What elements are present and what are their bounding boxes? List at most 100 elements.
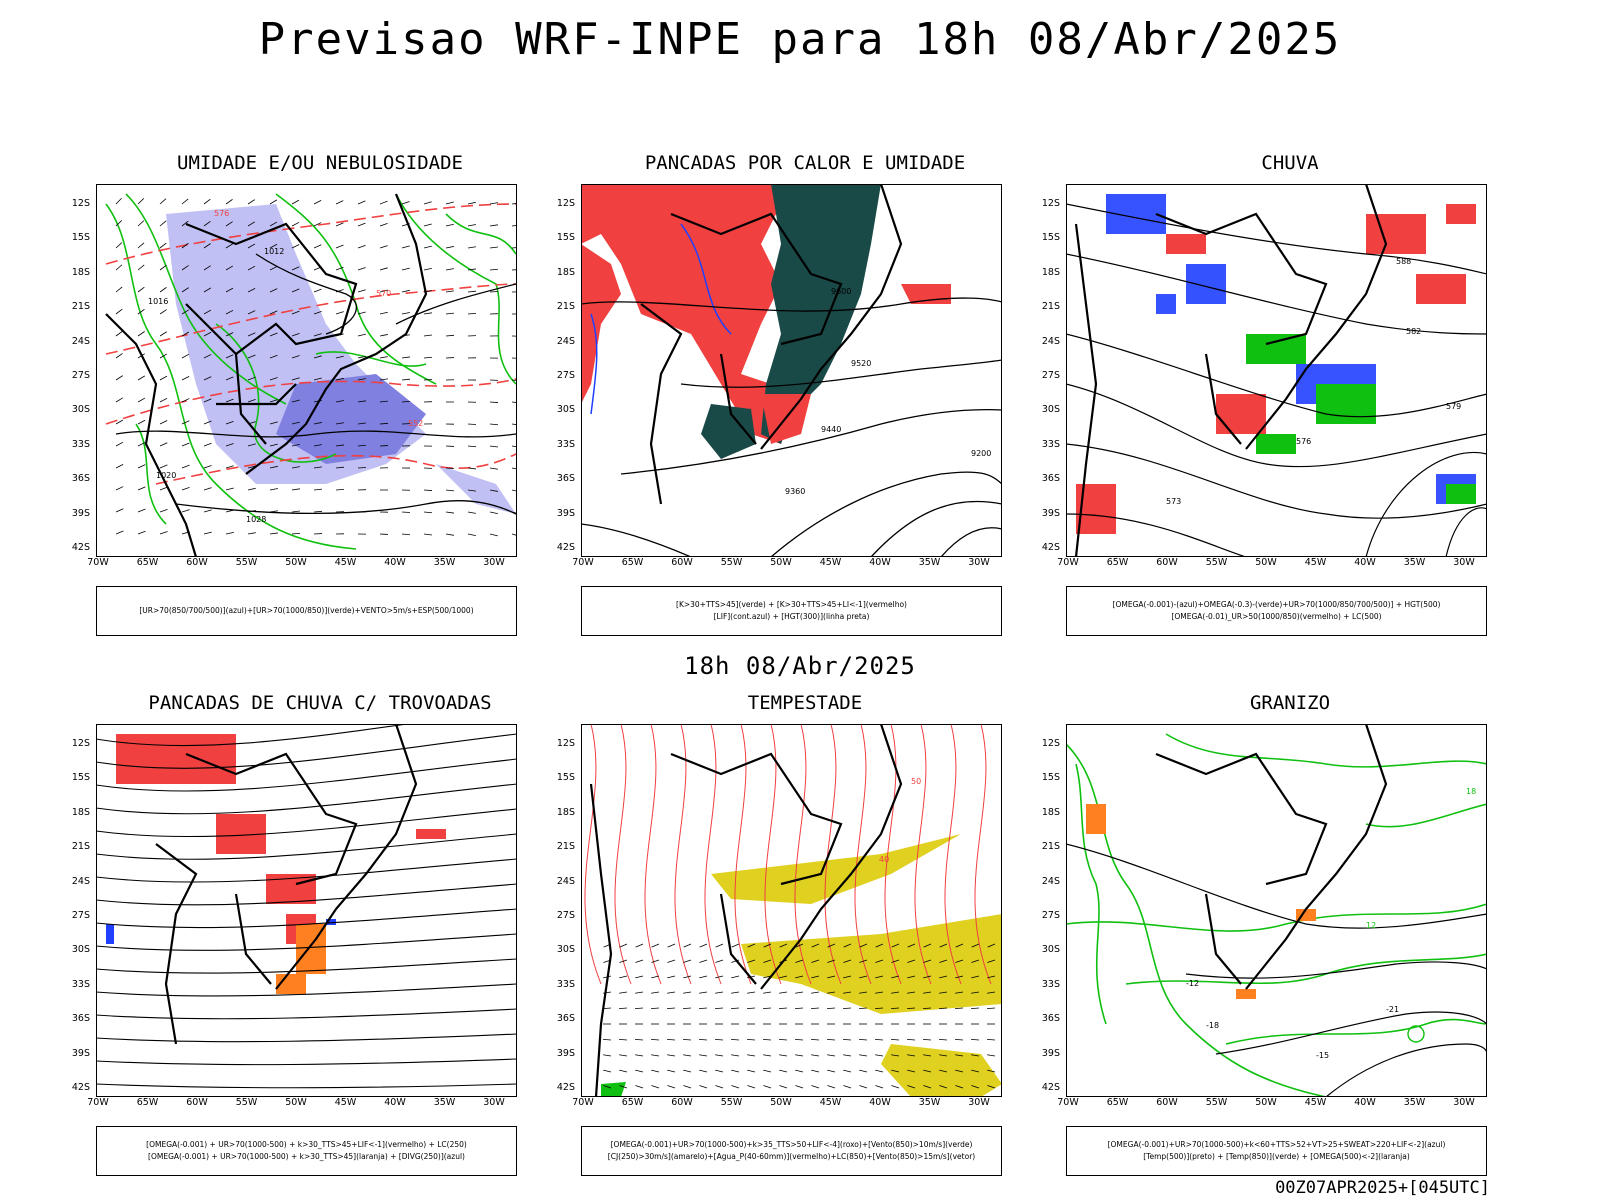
lon-tick-label: 35W	[918, 557, 941, 568]
legend-line: [OMEGA(-0.001) + UR>70(1000-500) + k>30_…	[146, 1140, 467, 1149]
lat-tick-label: 27S	[556, 370, 575, 381]
lat-tick-label: 24S	[556, 335, 575, 347]
lat-tick-label: 30S	[71, 944, 90, 956]
lon-tick-label: 45W	[819, 557, 842, 568]
lon-tick-label: 40W	[384, 557, 406, 568]
lat-tick-label: 12S	[556, 198, 575, 209]
lon-tick-label: 60W	[186, 1097, 208, 1108]
lon-tick-label: 50W	[285, 557, 307, 568]
lat-tick-label: 18S	[556, 266, 575, 278]
lon-tick-label: 40W	[1354, 557, 1376, 568]
lon-tick-label: 30W	[1453, 557, 1475, 568]
svg-text:9600: 9600	[831, 287, 851, 296]
lon-tick-label: 30W	[968, 1097, 990, 1108]
lon-tick-label: 35W	[918, 1097, 941, 1108]
lon-tick-label: 35W	[433, 1097, 456, 1108]
lat-tick-label: 42S	[1041, 542, 1060, 553]
lon-tick-label: 65W	[1106, 557, 1129, 568]
panel-tempestade: TEMPESTADE 40 50 [OMEGA(-0.001)+UR>70(10…	[557, 692, 1045, 1190]
svg-text:40: 40	[879, 855, 889, 864]
map-chuva: 588 582 579 576 573	[1066, 184, 1487, 557]
lat-tick-label: 42S	[71, 542, 90, 553]
lon-tick-label: 45W	[1304, 557, 1327, 568]
svg-text:552: 552	[408, 419, 423, 428]
lon-tick-label: 40W	[869, 557, 891, 568]
legend-box: [UR>70(850/700/500)](azul)+[UR>70(1000/8…	[96, 586, 517, 636]
lat-tick-label: 39S	[556, 507, 575, 519]
lat-tick-label: 12S	[1041, 198, 1060, 209]
lat-tick-label: 27S	[556, 910, 575, 921]
lat-tick-label: 42S	[556, 542, 575, 553]
lon-tick-label: 50W	[770, 1097, 792, 1108]
svg-text:18: 18	[1466, 787, 1476, 796]
lat-tick-label: 33S	[71, 978, 90, 990]
svg-text:-21: -21	[1386, 1005, 1399, 1014]
lat-tick-label: 15S	[556, 772, 575, 784]
lat-tick-label: 39S	[71, 507, 90, 519]
lat-tick-label: 39S	[1041, 507, 1060, 519]
svg-text:576: 576	[1296, 437, 1311, 446]
lat-tick-label: 12S	[556, 738, 575, 749]
legend-line: [OMEGA(-0.001)-(azul)+OMEGA(-0.3)-(verde…	[1112, 600, 1441, 609]
lat-tick-label: 33S	[1041, 978, 1060, 990]
lon-tick-label: 70W	[87, 1097, 109, 1108]
lon-tick-label: 50W	[1255, 1097, 1277, 1108]
svg-text:1016: 1016	[148, 297, 168, 306]
lon-tick-label: 60W	[186, 557, 208, 568]
map-tempestade: 40 50	[581, 724, 1002, 1097]
lat-tick-label: 18S	[1041, 266, 1060, 278]
svg-text:9440: 9440	[821, 425, 841, 434]
lon-tick-label: 70W	[1057, 1097, 1079, 1108]
lat-tick-label: 33S	[556, 438, 575, 450]
legend-line: [OMEGA(-0.01)_UR>50(1000/850)(vermelho) …	[1171, 612, 1382, 621]
map-trovoadas	[96, 724, 517, 1097]
lat-tick-label: 18S	[556, 806, 575, 818]
map-granizo: -12 -15 -18 -21 12 18	[1066, 724, 1487, 1097]
lat-tick-label: 21S	[71, 301, 90, 313]
legend-line: [OMEGA(-0.001)+UR>70(1000-500)+k<60+TTS>…	[1107, 1140, 1446, 1149]
panel-title: GRANIZO	[1249, 692, 1331, 714]
lat-tick-label: 36S	[1041, 473, 1060, 485]
legend-line: [LIF](cont.azul) + [HGT(300)](linha pret…	[713, 612, 870, 621]
lon-tick-label: 45W	[334, 1097, 357, 1108]
lat-tick-label: 15S	[1041, 772, 1060, 784]
lat-tick-label: 24S	[71, 335, 90, 347]
lat-tick-label: 39S	[71, 1047, 90, 1059]
lat-tick-label: 30S	[71, 404, 90, 416]
lon-tick-label: 35W	[433, 557, 456, 568]
panel-title: PANCADAS POR CALOR E UMIDADE	[644, 152, 966, 174]
svg-text:579: 579	[1446, 402, 1461, 411]
lat-tick-label: 33S	[1041, 438, 1060, 450]
lon-tick-label: 50W	[285, 1097, 307, 1108]
svg-text:576: 576	[214, 209, 229, 218]
lon-tick-label: 55W	[235, 557, 258, 568]
lat-tick-label: 36S	[556, 473, 575, 485]
legend-box: [OMEGA(-0.001)+UR>70(1000-500)+k>35_TTS>…	[581, 1126, 1002, 1176]
lon-tick-label: 55W	[1205, 1097, 1228, 1108]
lon-tick-label: 70W	[87, 557, 109, 568]
lat-tick-label: 15S	[71, 232, 90, 244]
lat-tick-label: 27S	[1041, 910, 1060, 921]
panel-trovoadas: PANCADAS DE CHUVA C/ TROVOADAS [OMEGA(-0…	[72, 692, 560, 1190]
lon-tick-label: 45W	[334, 557, 357, 568]
lat-tick-label: 39S	[1041, 1047, 1060, 1059]
lat-tick-label: 12S	[71, 738, 90, 749]
lat-tick-label: 33S	[71, 438, 90, 450]
svg-text:9520: 9520	[851, 359, 871, 368]
lon-tick-label: 65W	[136, 1097, 159, 1108]
lon-tick-label: 35W	[1403, 1097, 1426, 1108]
legend-line: [CJ(250)>30m/s](amarelo)+[Agua_P(40-60mm…	[607, 1152, 976, 1161]
legend-box: [OMEGA(-0.001) + UR>70(1000-500) + k>30_…	[96, 1126, 517, 1176]
legend-box: [OMEGA(-0.001)+UR>70(1000-500)+k<60+TTS>…	[1066, 1126, 1487, 1176]
panel-title: CHUVA	[1261, 152, 1319, 174]
lat-tick-label: 42S	[71, 1082, 90, 1093]
lat-tick-label: 33S	[556, 978, 575, 990]
footer-run-time: 00Z07APR2025+[045UTC]	[1275, 1178, 1490, 1198]
lat-tick-label: 21S	[556, 841, 575, 853]
lat-tick-label: 27S	[1041, 370, 1060, 381]
lat-tick-label: 36S	[71, 473, 90, 485]
svg-text:-12: -12	[1186, 979, 1199, 988]
lon-tick-label: 55W	[720, 1097, 743, 1108]
lat-tick-label: 24S	[1041, 875, 1060, 887]
lat-tick-label: 27S	[71, 910, 90, 921]
